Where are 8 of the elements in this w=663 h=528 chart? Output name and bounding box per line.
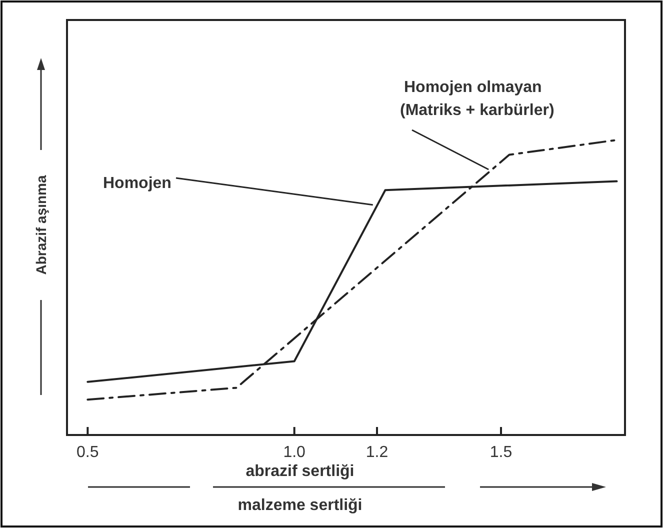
x-tick-label: 1.2: [366, 444, 388, 461]
annotation: Homojen olmayan (Matriks + karbürler): [400, 79, 554, 119]
x-tick-label: 0.5: [76, 444, 99, 461]
y-axis-title: Abrazif aşınma: [33, 174, 49, 275]
x-tick-label: 1.0: [283, 444, 306, 461]
annotation: Homojen: [103, 175, 172, 192]
x-tick-label: 1.5: [490, 444, 512, 461]
x-axis-title: abrazif sertliği malzeme sertliği: [238, 463, 362, 514]
